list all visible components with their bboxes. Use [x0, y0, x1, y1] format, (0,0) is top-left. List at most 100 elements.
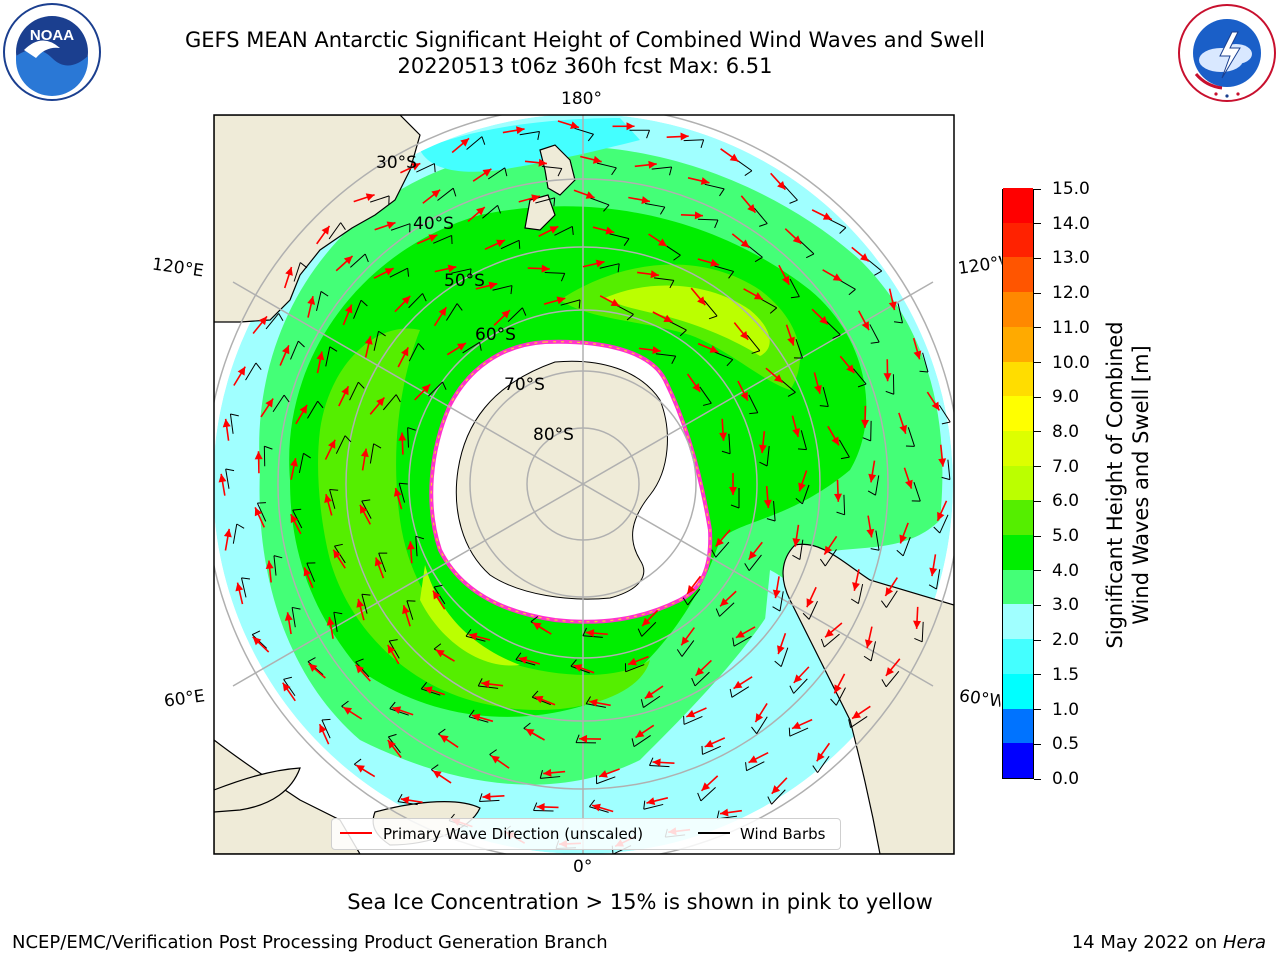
- colorbar-title: Significant Height of Combined Wind Wave…: [1102, 321, 1154, 648]
- wave-direction-arrow: [719, 418, 728, 441]
- wind-barb: [774, 647, 789, 667]
- wind-barb: [836, 494, 846, 516]
- wave-direction-arrow: [260, 398, 274, 418]
- wave-direction-arrow: [700, 775, 719, 792]
- wave-direction-arrow: [777, 633, 787, 655]
- wave-direction-arrow: [451, 137, 470, 154]
- wave-direction-arrow: [374, 557, 385, 579]
- colorbar-segment: [1003, 326, 1033, 362]
- wave-direction-arrow: [308, 662, 326, 679]
- wind-barb: [251, 630, 268, 649]
- wind-barb: [478, 793, 500, 803]
- wind-barb: [827, 218, 847, 234]
- wave-direction-arrow: [641, 609, 659, 627]
- wind-barb: [870, 530, 880, 551]
- wind-barb: [629, 129, 651, 139]
- wind-barb: [751, 716, 768, 735]
- wave-direction-arrow: [816, 742, 831, 762]
- colorbar-tick-label: 7.0: [1052, 456, 1080, 477]
- wind-barb: [466, 136, 486, 150]
- wind-barb: [655, 353, 677, 364]
- wave-direction-arrow: [467, 206, 486, 223]
- wave-direction-arrow: [811, 308, 829, 326]
- wave-direction-arrow: [373, 267, 394, 279]
- wave-direction-arrow: [731, 233, 750, 249]
- wave-direction-arrow: [687, 177, 710, 185]
- wave-direction-arrow: [784, 228, 802, 245]
- wave-direction-arrow: [743, 288, 764, 301]
- wind-barb: [703, 300, 718, 320]
- wind-barb: [272, 394, 290, 413]
- wave-direction-arrow: [680, 627, 695, 646]
- wave-direction-arrow: [868, 460, 877, 483]
- wave-direction-arrow: [612, 122, 635, 131]
- footer-date: 14 May 2022 on Hera: [1072, 932, 1266, 953]
- colorbar-segment: [1003, 742, 1033, 778]
- wave-direction-arrow: [518, 194, 541, 203]
- wave-direction-arrow: [758, 431, 767, 454]
- wave-direction-arrow: [588, 698, 611, 707]
- wave-direction-arrow: [338, 385, 350, 407]
- wave-direction-arrow: [279, 345, 290, 366]
- wind-barb: [437, 187, 457, 201]
- colorbar-title-line2: Wind Waves and Swell [m]: [1129, 345, 1153, 625]
- wind-barb: [867, 475, 880, 496]
- wave-direction-arrow: [735, 626, 756, 639]
- wind-barb: [819, 549, 837, 567]
- chart-title: GEFS MEAN Antarctic Significant Height o…: [184, 28, 986, 52]
- wave-direction-arrow: [585, 629, 608, 638]
- wind-barb: [596, 775, 616, 785]
- wind-barb: [263, 445, 273, 467]
- lat-label-40s: 40°S: [413, 214, 454, 234]
- colorbar-tick-mark: [1034, 362, 1041, 364]
- wave-direction-arrow: [936, 500, 948, 522]
- colorbar-segment: [1003, 603, 1033, 640]
- wave-direction-arrow: [719, 590, 737, 607]
- wind-barb: [848, 716, 868, 729]
- wave-direction-arrow: [342, 706, 363, 720]
- wave-direction-arrow: [582, 259, 605, 268]
- wind-barb: [819, 387, 829, 407]
- colorbar-tick-mark: [1034, 327, 1041, 329]
- wind-barb: [850, 583, 864, 605]
- colorbar-tick-label: 0.0: [1052, 769, 1080, 789]
- wave-direction-arrow: [342, 304, 353, 326]
- legend-swatch-wind-barbs: [698, 832, 730, 834]
- wind-barb: [896, 536, 911, 557]
- wave-direction-arrow: [851, 246, 870, 262]
- wind-barb: [792, 539, 804, 560]
- wave-direction-arrow: [265, 560, 274, 583]
- wave-direction-arrow: [374, 221, 396, 231]
- wave-direction-arrow: [578, 734, 602, 743]
- colorbar-segment: [1003, 569, 1033, 605]
- wave-direction-arrow: [737, 380, 749, 402]
- wind-barb: [492, 285, 513, 295]
- wave-direction-arrow: [754, 702, 768, 723]
- wind-barb: [416, 163, 436, 173]
- wave-direction-arrow: [827, 425, 840, 446]
- colorbar-segment: [1003, 673, 1033, 709]
- wave-direction-arrow: [356, 598, 365, 621]
- wave-direction-arrow: [798, 470, 808, 492]
- noaa-logo-text: NOAA: [30, 27, 74, 44]
- wave-direction-arrow: [406, 541, 415, 564]
- wind-barb: [812, 755, 830, 773]
- colorbar-tick-label: 6.0: [1052, 491, 1080, 512]
- wind-barb: [862, 420, 872, 442]
- colorbar-tick-mark: [1034, 709, 1041, 711]
- wave-direction-arrow: [493, 309, 511, 326]
- map-frame: [213, 114, 955, 855]
- wind-barb: [256, 502, 267, 522]
- wind-barb: [541, 165, 563, 177]
- wave-direction-arrow: [929, 554, 938, 577]
- wind-barb: [353, 299, 368, 319]
- colorbar-tick-mark: [1034, 674, 1041, 676]
- colorbar-segment: [1003, 291, 1033, 327]
- wind-barb: [428, 381, 447, 397]
- footer-machine: Hera: [1222, 932, 1266, 953]
- colorbar-tick-label: 9.0: [1052, 387, 1080, 408]
- wave-direction-arrow: [648, 233, 668, 247]
- wave-direction-arrow: [791, 415, 800, 438]
- wind-barb: [596, 162, 617, 176]
- lat-label-80s: 80°S: [533, 425, 574, 445]
